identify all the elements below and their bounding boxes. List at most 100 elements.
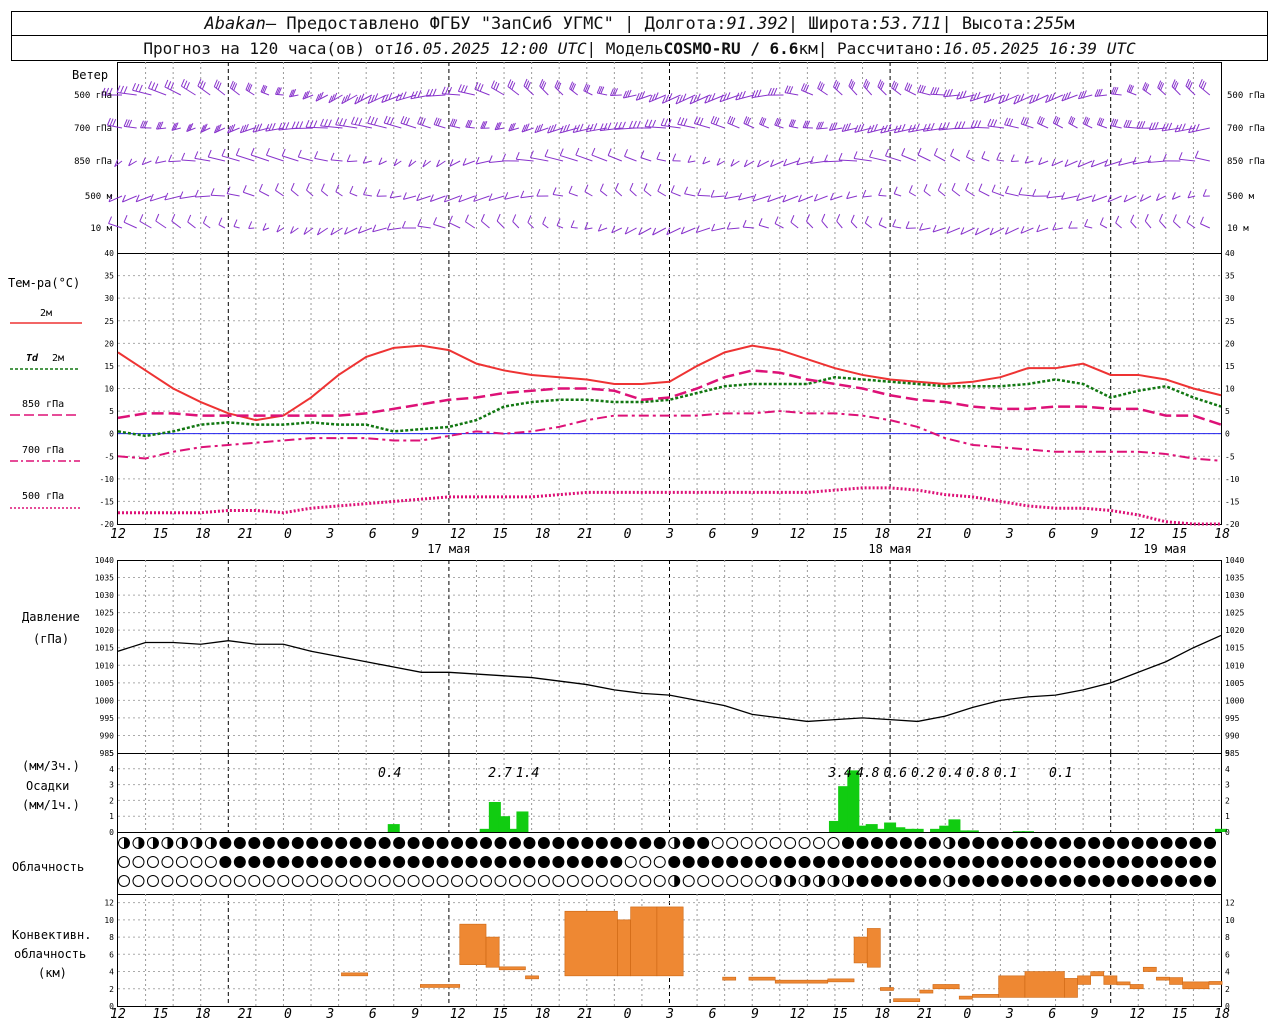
wind-barb-feather — [891, 80, 896, 89]
cloud-symbol — [581, 856, 594, 868]
forecast-start: 16.05.2025 12:00 UTC — [393, 38, 587, 58]
wind-barb-feather — [917, 84, 922, 93]
wind-barb-feather — [1028, 96, 1033, 104]
cloud-circle — [306, 875, 319, 887]
y-tick-label: 8 — [1225, 933, 1230, 942]
wind-barb-feather — [593, 123, 598, 131]
wind-barb-feather — [735, 92, 740, 101]
wind-barb — [1123, 119, 1137, 129]
wind-barb — [987, 118, 1005, 129]
wind-barb — [417, 218, 431, 229]
wind-barb-feather — [1110, 118, 1115, 126]
wind-barb — [436, 159, 446, 168]
wind-barb-feather — [539, 123, 544, 132]
wind-barb-feather — [817, 81, 822, 89]
wind-barb — [1174, 123, 1196, 133]
wind-barb-feather — [402, 91, 407, 99]
wind-level-label: 500 м — [1227, 192, 1255, 202]
wind-barb-shaft — [560, 155, 578, 162]
time-tick-label: 12 — [450, 527, 466, 542]
y-tick-label: 6 — [109, 950, 114, 959]
wind-barb-feather — [231, 123, 236, 132]
wind-barb-shaft — [516, 158, 534, 162]
wind-barb-feather — [473, 194, 478, 202]
wind-barb-feather — [201, 82, 206, 90]
cloud-circle — [856, 856, 869, 868]
wind-barb-feather — [762, 118, 767, 126]
wind-barb — [1148, 121, 1166, 131]
cloud-symbol — [118, 837, 130, 849]
convective-bar — [932, 984, 960, 990]
wind-barb-feather — [327, 119, 332, 127]
wind-barb-shaft — [677, 123, 696, 129]
wind-barb-feather — [1172, 214, 1177, 222]
cloud-circle — [624, 875, 637, 887]
wind-barb-feather — [699, 117, 704, 126]
wind-barb-shaft — [142, 160, 152, 166]
wind-barb-feather — [1076, 193, 1081, 201]
wind-barb — [1194, 150, 1210, 162]
time-tick-label: 3 — [1005, 527, 1014, 542]
y-tick-label: 25 — [1225, 317, 1235, 326]
model-unit: км — [798, 38, 818, 58]
cloud-circle — [1189, 856, 1202, 868]
wind-barb — [544, 149, 564, 162]
wind-barb-shaft — [796, 160, 814, 166]
cloud-circle — [537, 875, 550, 887]
cloud-symbol — [219, 875, 232, 887]
wind-barb-feather — [121, 194, 126, 203]
wind-barb-shaft — [354, 94, 373, 105]
wind-barb-feather — [770, 159, 774, 167]
wind-barb-shaft — [1144, 220, 1152, 229]
wind-barb-feather — [529, 150, 534, 158]
cloud-circle — [451, 837, 464, 849]
wind-barb-feather — [1077, 91, 1082, 99]
wind-barb-feather — [542, 216, 547, 225]
convective-bar — [853, 936, 868, 964]
cloud-circle — [1073, 837, 1086, 849]
cloud-symbol — [813, 856, 826, 868]
wind-barb-shaft — [1179, 158, 1196, 162]
convective-bar — [748, 976, 776, 981]
wind-barb-feather — [547, 125, 552, 134]
cloud-symbol — [769, 875, 782, 887]
wind-barb-feather — [374, 93, 379, 101]
time-tick-label: 12 — [450, 1007, 466, 1022]
cloud-circle — [1160, 856, 1173, 868]
wind-barb-feather — [320, 183, 325, 191]
time-tick-label: 21 — [238, 527, 254, 542]
cloud-circle — [537, 837, 550, 849]
cloud-symbol — [870, 837, 883, 849]
time-tick-label: 0 — [963, 1007, 971, 1022]
wind-barb-feather — [906, 83, 911, 91]
cloud-symbol — [407, 856, 420, 868]
wind-barb-feather — [731, 117, 736, 126]
wind-barb-feather — [213, 79, 218, 87]
wind-barb-feather — [244, 123, 249, 132]
wind-barb — [1024, 155, 1034, 164]
cloud-symbol — [1131, 875, 1144, 887]
wind-barb — [770, 159, 784, 168]
wind-barb-feather — [1125, 119, 1130, 128]
wind-barb — [611, 225, 623, 234]
cloud-circle — [711, 856, 724, 868]
convective-bar — [1156, 976, 1170, 981]
cloud-symbol — [508, 856, 521, 868]
wind-barb-feather — [933, 148, 938, 156]
cloud-symbol — [842, 875, 854, 887]
wind-barb-feather — [180, 78, 185, 87]
cloud-circle — [320, 875, 333, 887]
wind-level-label: 10 м — [1227, 224, 1249, 234]
wind-barb-feather — [828, 123, 833, 131]
wind-barb-shaft — [824, 160, 843, 163]
wind-barb-feather — [803, 83, 807, 92]
wind-barb-shaft — [1188, 127, 1210, 134]
time-tick-label: 9 — [1091, 527, 1099, 542]
cloud-circle — [1189, 875, 1202, 887]
cloud-circle — [595, 875, 608, 887]
wind-barb-shaft — [640, 157, 652, 162]
wind-barb — [515, 151, 534, 162]
cloud-symbol — [827, 875, 840, 887]
wind-barb-shaft — [1013, 94, 1034, 105]
legend-td2m: 2м — [52, 353, 64, 364]
